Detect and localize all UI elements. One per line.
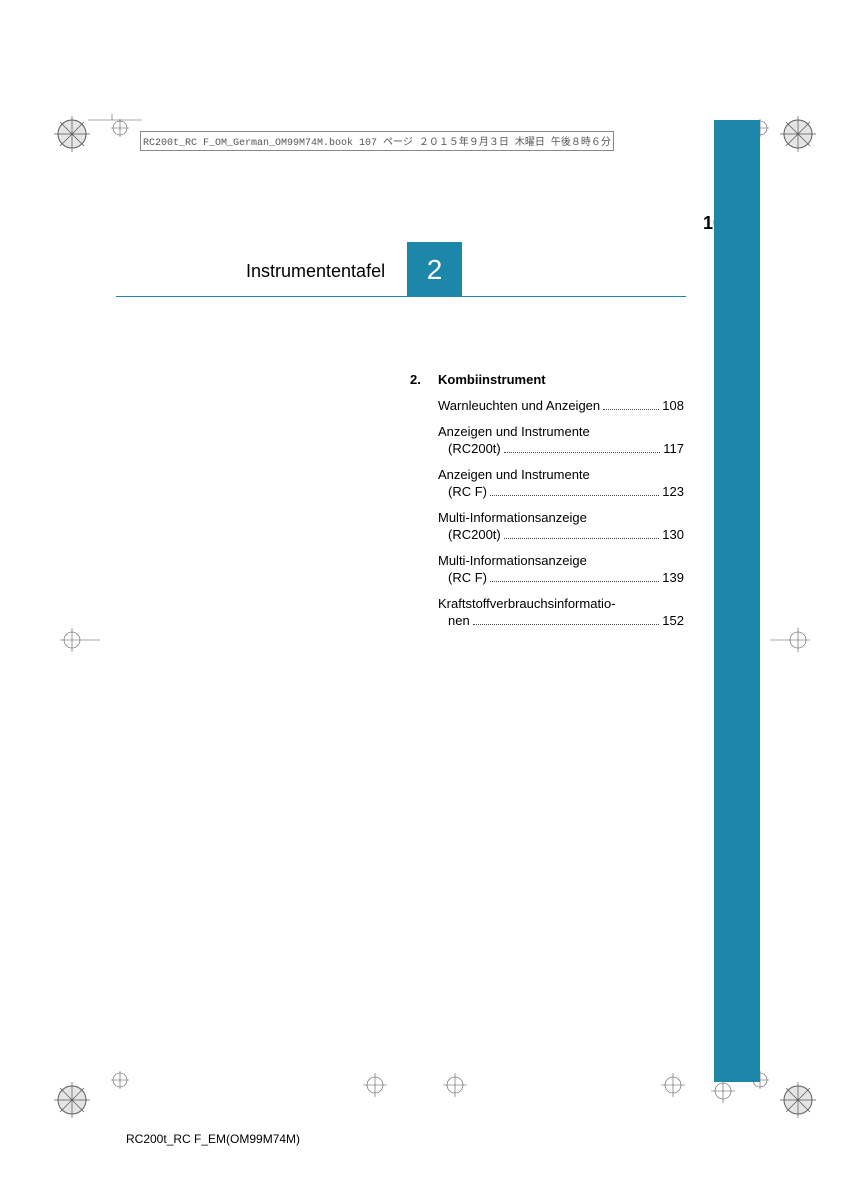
toc-entry: Anzeigen und Instrumente (RC200t) 117 bbox=[438, 423, 684, 458]
toc-entry-sublabel: (RC F) bbox=[438, 569, 487, 587]
toc-dots bbox=[504, 538, 660, 539]
toc-entry-label: Warnleuchten und Anzeigen bbox=[438, 397, 600, 415]
toc-dots bbox=[603, 409, 659, 410]
toc-entry-label: Kraftstoffverbrauchsinformatio- bbox=[438, 595, 616, 613]
toc: Kombiinstrument Warnleuchten und Anzeige… bbox=[438, 372, 684, 638]
toc-entry-page: 123 bbox=[662, 483, 684, 501]
toc-entry-label: Anzeigen und Instrumente bbox=[438, 423, 590, 441]
toc-entry-label: Multi-Informationsanzeige bbox=[438, 552, 587, 570]
toc-entry-page: 152 bbox=[662, 612, 684, 630]
toc-entry: Kraftstoffverbrauchsinformatio- nen 152 bbox=[438, 595, 684, 630]
toc-entry: Multi-Informationsanzeige (RC F) 139 bbox=[438, 552, 684, 587]
chapter-number: 2 bbox=[427, 254, 443, 286]
toc-dots bbox=[490, 581, 659, 582]
toc-entry: Anzeigen und Instrumente (RC F) 123 bbox=[438, 466, 684, 501]
toc-entry-label: Anzeigen und Instrumente bbox=[438, 466, 590, 484]
toc-section-title: Kombiinstrument bbox=[438, 372, 684, 387]
crop-mark-bottom-right-a bbox=[658, 1070, 688, 1100]
toc-entry: Warnleuchten und Anzeigen 108 bbox=[438, 397, 684, 415]
toc-entry-page: 139 bbox=[662, 569, 684, 587]
side-tab bbox=[714, 120, 760, 1082]
toc-entry-page: 117 bbox=[663, 440, 684, 458]
chapter-divider bbox=[116, 296, 686, 297]
toc-entry-sublabel: (RC F) bbox=[438, 483, 487, 501]
crop-mark-bottom-left bbox=[52, 1070, 142, 1120]
chapter-title: Instrumententafel bbox=[246, 261, 385, 282]
toc-section-number: 2. bbox=[410, 372, 421, 387]
toc-entry-sublabel: (RC200t) bbox=[438, 440, 501, 458]
chapter-number-box: 2 bbox=[407, 242, 462, 297]
crop-mark-mid-left bbox=[60, 625, 100, 655]
crop-mark-top-left bbox=[52, 114, 142, 154]
toc-entry-page: 130 bbox=[662, 526, 684, 544]
toc-dots bbox=[473, 624, 660, 625]
crop-mark-mid-right bbox=[770, 625, 810, 655]
toc-entry-label: Multi-Informationsanzeige bbox=[438, 509, 587, 527]
toc-dots bbox=[490, 495, 659, 496]
toc-dots bbox=[504, 452, 661, 453]
crop-mark-bottom-mid-left bbox=[360, 1070, 390, 1100]
footer-text: RC200t_RC F_EM(OM99M74M) bbox=[126, 1132, 300, 1146]
header-meta: RC200t_RC F_OM_German_OM99M74M.book 107 … bbox=[140, 131, 617, 151]
header-meta-text: RC200t_RC F_OM_German_OM99M74M.book 107 … bbox=[140, 131, 614, 151]
toc-entry-page: 108 bbox=[662, 397, 684, 415]
toc-entry-sublabel: (RC200t) bbox=[438, 526, 501, 544]
toc-entry: Multi-Informationsanzeige (RC200t) 130 bbox=[438, 509, 684, 544]
crop-mark-bottom-mid bbox=[440, 1070, 470, 1100]
toc-entry-sublabel: nen bbox=[438, 612, 470, 630]
